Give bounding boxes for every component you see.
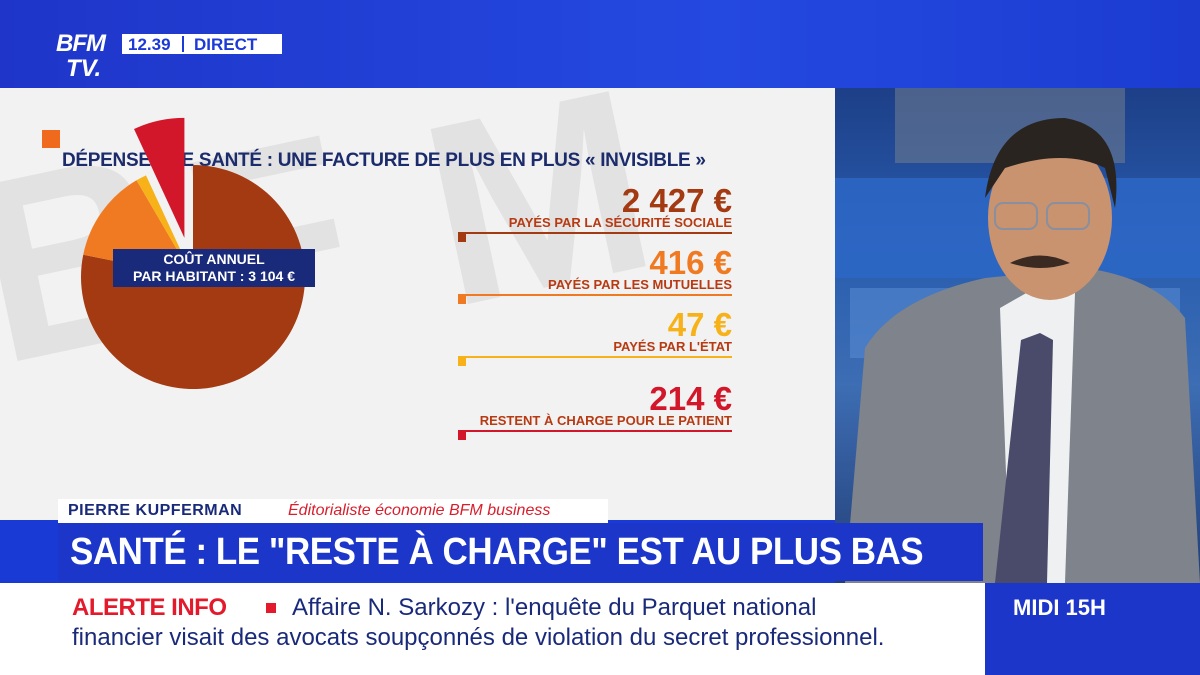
logo-line2: TV. <box>66 55 102 82</box>
label-patient: RESTENT À CHARGE POUR LE PATIENT <box>479 413 732 428</box>
speaker-name-strip: PIERRE KUPFERMAN Éditorialiste économie … <box>58 499 608 523</box>
label-securite-sociale: PAYÉS PAR LA SÉCURITÉ SOCIALE <box>508 215 732 230</box>
speaker-role: Éditorialiste économie BFM business <box>288 502 551 519</box>
rule-patient <box>458 430 732 432</box>
live-label: DIRECT <box>194 35 258 54</box>
news-ticker: ALERTE INFO Affaire N. Sarkozy : l'enquê… <box>0 583 985 675</box>
ticker-line2: financier visait des avocats soupçonnés … <box>72 624 885 651</box>
logo-line1: BFM <box>56 30 106 57</box>
program-badge: MIDI 15H <box>985 583 1200 675</box>
rule-securite-sociale <box>458 232 732 234</box>
rule-mutuelles <box>458 294 732 296</box>
rule-etat <box>458 356 732 358</box>
marker-patient <box>458 432 466 440</box>
ticker-line1: Affaire N. Sarkozy : l'enquête du Parque… <box>292 594 817 621</box>
label-etat: PAYÉS PAR L'ÉTAT <box>613 339 732 354</box>
amount-securite-sociale: 2 427 € <box>621 182 732 219</box>
speaker-name: PIERRE KUPFERMAN <box>68 502 243 519</box>
cost-label-line1: COÛT ANNUEL <box>163 251 265 267</box>
chart-title: DÉPENSES DE SANTÉ : UNE FACTURE DE PLUS … <box>62 150 706 171</box>
clock-time: 12.39 <box>128 35 171 54</box>
clock-separator <box>182 36 184 52</box>
cost-per-capita-label: COÛT ANNUEL PAR HABITANT : 3 104 € <box>113 249 315 287</box>
amount-etat: 47 € <box>667 306 732 343</box>
clock-badge: 12.39 DIRECT <box>122 34 282 54</box>
program-name: MIDI 15H <box>1013 595 1106 620</box>
alert-dot <box>266 603 276 613</box>
marker-etat <box>458 358 466 366</box>
presenter-figure <box>845 118 1200 583</box>
marker-mutuelles <box>458 296 466 304</box>
marker-securite-sociale <box>458 234 466 242</box>
alert-info-label: ALERTE INFO <box>72 594 227 621</box>
headline-bar: SANTÉ : LE "RESTE À CHARGE" EST AU PLUS … <box>58 523 983 581</box>
amount-mutuelles: 416 € <box>649 244 732 281</box>
amount-patient: 214 € <box>649 380 732 417</box>
cost-label-line2: PAR HABITANT : 3 104 € <box>132 268 296 284</box>
bfmtv-logo: BFM TV. <box>56 32 116 84</box>
pie-slice-patient <box>134 117 185 238</box>
label-mutuelles: PAYÉS PAR LES MUTUELLES <box>548 277 732 292</box>
pie-chart <box>80 117 305 389</box>
headline-text: SANTÉ : LE "RESTE À CHARGE" EST AU PLUS … <box>70 531 924 573</box>
title-accent-square <box>42 130 60 148</box>
